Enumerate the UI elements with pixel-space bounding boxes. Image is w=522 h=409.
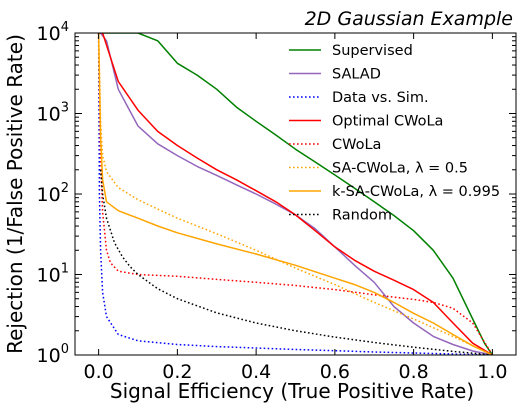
- y-tick-exponent: 1: [61, 262, 69, 277]
- x-tick-label: 0.6: [320, 361, 350, 383]
- y-tick-label: 101: [37, 262, 69, 287]
- series-line-k-sa-cwola-0-995: [97, 33, 493, 355]
- legend-label: SALAD: [332, 67, 381, 83]
- y-axis-label: Rejection (1/False Positive Rate): [3, 34, 27, 354]
- y-tick-base: 10: [37, 104, 61, 126]
- x-tick-label: 0.4: [241, 361, 271, 383]
- y-tick-exponent: 4: [61, 20, 69, 35]
- series-line-optimal-cwola: [98, 33, 493, 355]
- series-line-salad: [98, 33, 493, 355]
- y-tick-label: 100: [37, 342, 69, 367]
- legend-label: CWoLa: [332, 137, 381, 153]
- legend: Supervised SALAD Data vs. Sim. Optimal CWoL…: [289, 43, 500, 224]
- legend-label: Data vs. Sim.: [332, 90, 429, 106]
- y-tick-exponent: 2: [61, 181, 69, 196]
- legend-label: k-SA-CWoLa, λ = 0.995: [332, 184, 500, 200]
- chart-title: 2D Gaussian Example: [305, 8, 513, 30]
- y-tick-base: 10: [37, 345, 61, 367]
- x-tick-label: 0.0: [84, 361, 114, 383]
- x-tick-label: 0.8: [399, 361, 429, 383]
- legend-label: SA-CWoLa, λ = 0.5: [332, 161, 468, 177]
- x-tick-label: 1.0: [477, 361, 507, 383]
- legend-label: Random: [332, 208, 392, 224]
- series-line-cwola: [97, 33, 494, 355]
- y-tick-label: 104: [37, 20, 69, 45]
- series-line-sa-cwola-0-5: [97, 33, 493, 355]
- y-tick-base: 10: [37, 23, 61, 45]
- x-tick-label: 0.2: [162, 361, 192, 383]
- series-layer: [97, 33, 494, 355]
- x-ticks: 0.0 0.2 0.4 0.6 0.8 1.0: [84, 33, 507, 383]
- x-axis-label: Signal Efficiency (True Positive Rate): [110, 379, 474, 403]
- series-line-data-vs-sim: [97, 33, 493, 355]
- y-tick-exponent: 0: [61, 342, 69, 357]
- y-tick-base: 10: [37, 265, 61, 287]
- series-line-supervised: [98, 33, 494, 355]
- y-tick-label: 102: [37, 181, 69, 206]
- legend-label: Optimal CWoLa: [332, 114, 443, 130]
- y-tick-exponent: 3: [61, 101, 69, 116]
- legend-label: Supervised: [332, 43, 413, 59]
- plot-frame: [74, 32, 517, 356]
- y-tick-base: 10: [37, 184, 61, 206]
- series-line-random: [99, 169, 493, 355]
- y-tick-label: 103: [37, 101, 69, 126]
